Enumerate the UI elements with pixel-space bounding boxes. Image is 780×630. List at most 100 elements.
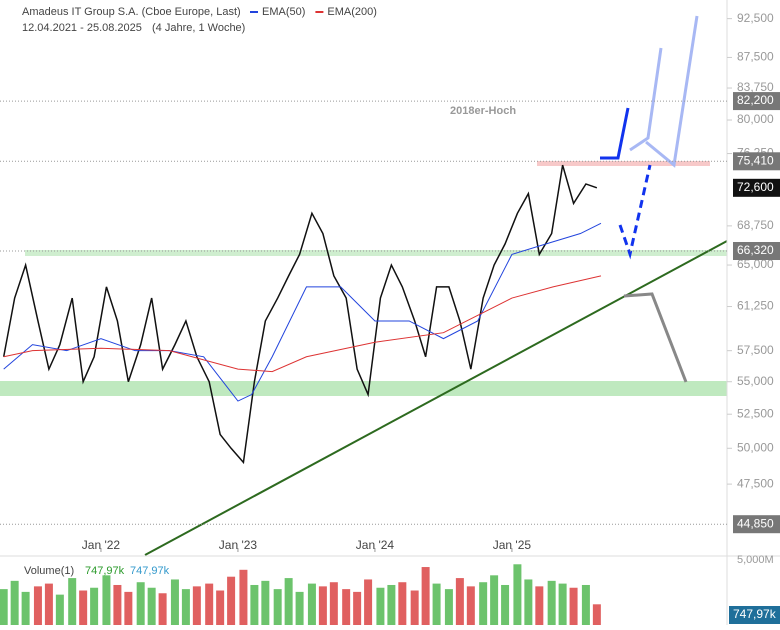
y-tick-label: 92,500 [737,11,774,25]
volume-bar [466,586,475,625]
volume-bar [364,579,373,625]
y-tick-label: 55,000 [737,374,774,388]
volume-bar [432,583,441,625]
volume-bar [205,583,214,625]
level-box [733,242,780,261]
volume-bar [295,591,304,625]
volume-bar [90,587,99,625]
level-label: 66,320 [737,243,774,257]
x-tick-label: Jan '24 [356,538,395,552]
volume-bar [136,582,145,625]
volume-value: 747,97k [85,565,125,577]
volume-bar [353,591,362,625]
x-tick-label: Jan '23 [219,538,258,552]
y-tick-label: 83,750 [737,80,774,94]
volume-bar [444,589,453,625]
period: (4 Jahre, 1 Woche) [152,22,245,34]
annotation: 2018er-Hoch [450,105,516,117]
y-tick-label: 47,500 [737,476,774,490]
y-tick-label: 57,500 [737,343,774,357]
volume-bar [318,586,327,625]
volume-bar [455,578,464,625]
scenario-arrows [600,15,699,383]
legend-label: EMA(50) [262,6,305,18]
volume-bar [581,584,590,625]
volume-bar [398,582,407,625]
volume-bar [158,593,167,625]
volume-bar [376,587,385,625]
level-box [733,515,780,534]
level-box [733,92,780,111]
level-label: 75,410 [737,153,774,167]
volume-bar [124,591,133,625]
y-tick-label: 50,000 [737,440,774,454]
line [3,275,602,373]
level-label: 82,200 [737,93,774,107]
volume-title: Volume(1) [24,565,74,577]
volume-box [729,606,780,624]
y-tick-label: 87,500 [737,50,774,64]
volume-bar [284,578,293,625]
y-tick-label: 52,500 [737,406,774,420]
volume-bar [273,589,282,625]
volume-bar [410,590,419,625]
title: Amadeus IT Group S.A. (Cboe Europe, Last… [22,6,241,18]
date-range: 12.04.2021 - 25.08.2025 [22,22,142,34]
volume-bar [524,579,533,625]
volume-bar [44,583,53,625]
volume-bar [21,591,30,625]
volume-bar [55,594,64,625]
volume-bar [68,578,77,625]
volume-bar [170,579,179,625]
volume-bar [592,604,601,625]
volume-bar [329,582,338,625]
level-box [733,178,780,197]
volume-bar [569,587,578,625]
level-label: 44,850 [737,516,774,530]
volume-bar [102,575,111,625]
volume-bar [181,589,190,625]
volume-bar [387,584,396,625]
volume-bar [479,582,488,625]
level-label: 72,600 [737,180,774,194]
volume-bar [79,590,88,625]
volume-bar [227,576,236,625]
y-tick-label: 65,000 [737,257,774,271]
volume-bar [535,586,544,625]
volume-bar [513,564,522,625]
volume-last-label: 747,97k [733,607,777,621]
volume-bar [147,587,156,625]
volume-bar [10,580,19,625]
volume-bar [261,580,270,625]
high-zone [537,161,710,166]
volume-bar [0,589,8,625]
volume-axis-label: 5,000M [737,554,774,566]
volume-bar [558,583,567,625]
volume-bar [490,575,499,625]
volume-bar [216,590,225,625]
volume-bar [113,584,122,625]
y-tick-label: 61,250 [737,299,774,313]
y-tick-label: 68,750 [737,218,774,232]
line [3,222,602,402]
volume-bar [239,569,248,625]
volume-value-2: 747,97k [130,565,170,577]
level-box [733,152,780,171]
x-tick-label: Jan '25 [493,538,532,552]
y-tick-label: 80,000 [737,112,774,126]
support-zone [0,381,727,396]
volume-bar [250,584,259,625]
volume-bar [33,586,42,625]
volume-bar [501,584,510,625]
volume-bar [192,586,201,625]
trend-line [144,240,728,556]
volume-bar [342,589,351,625]
line [2,164,598,465]
legend-label: EMA(200) [327,6,377,18]
volume-bar [421,567,430,625]
resistance-zone [25,250,727,256]
volume-bar [547,580,556,625]
x-tick-label: Jan '22 [82,538,121,552]
